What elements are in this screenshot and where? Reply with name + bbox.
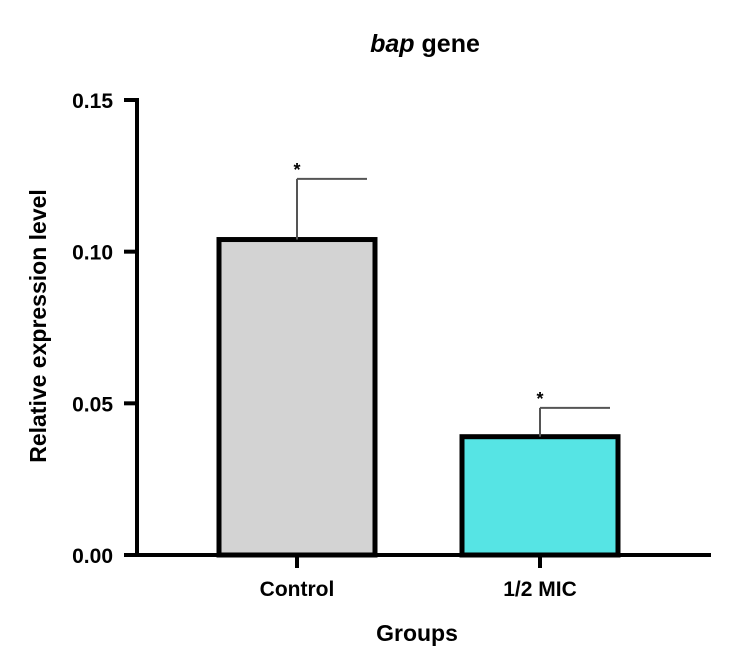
chart-title: bap gene: [370, 30, 480, 58]
y-tick-label: 0.00: [72, 545, 113, 568]
y-axis-ticks: 0.00 0.05 0.10 0.15: [72, 90, 137, 568]
bars-group: **: [216, 160, 621, 558]
x-tick-label: 1/2 MIC: [503, 578, 577, 601]
x-tick-label: Control: [260, 578, 335, 601]
y-axis-label: Relative expression level: [25, 189, 51, 463]
y-tick-label: 0.15: [72, 90, 113, 113]
x-axis-ticks: Control 1/2 MIC: [260, 555, 577, 601]
y-tick-label: 0.05: [72, 393, 113, 416]
y-tick-label: 0.10: [72, 242, 113, 265]
bar-control: [216, 237, 378, 558]
significance-marker: *: [536, 389, 543, 409]
bar-half-mic: [459, 434, 621, 558]
significance-marker: *: [293, 160, 300, 180]
chart-title-rest: gene: [415, 30, 480, 58]
x-axis-label: Groups: [376, 620, 458, 646]
chart-title-italic: bap: [370, 30, 414, 58]
